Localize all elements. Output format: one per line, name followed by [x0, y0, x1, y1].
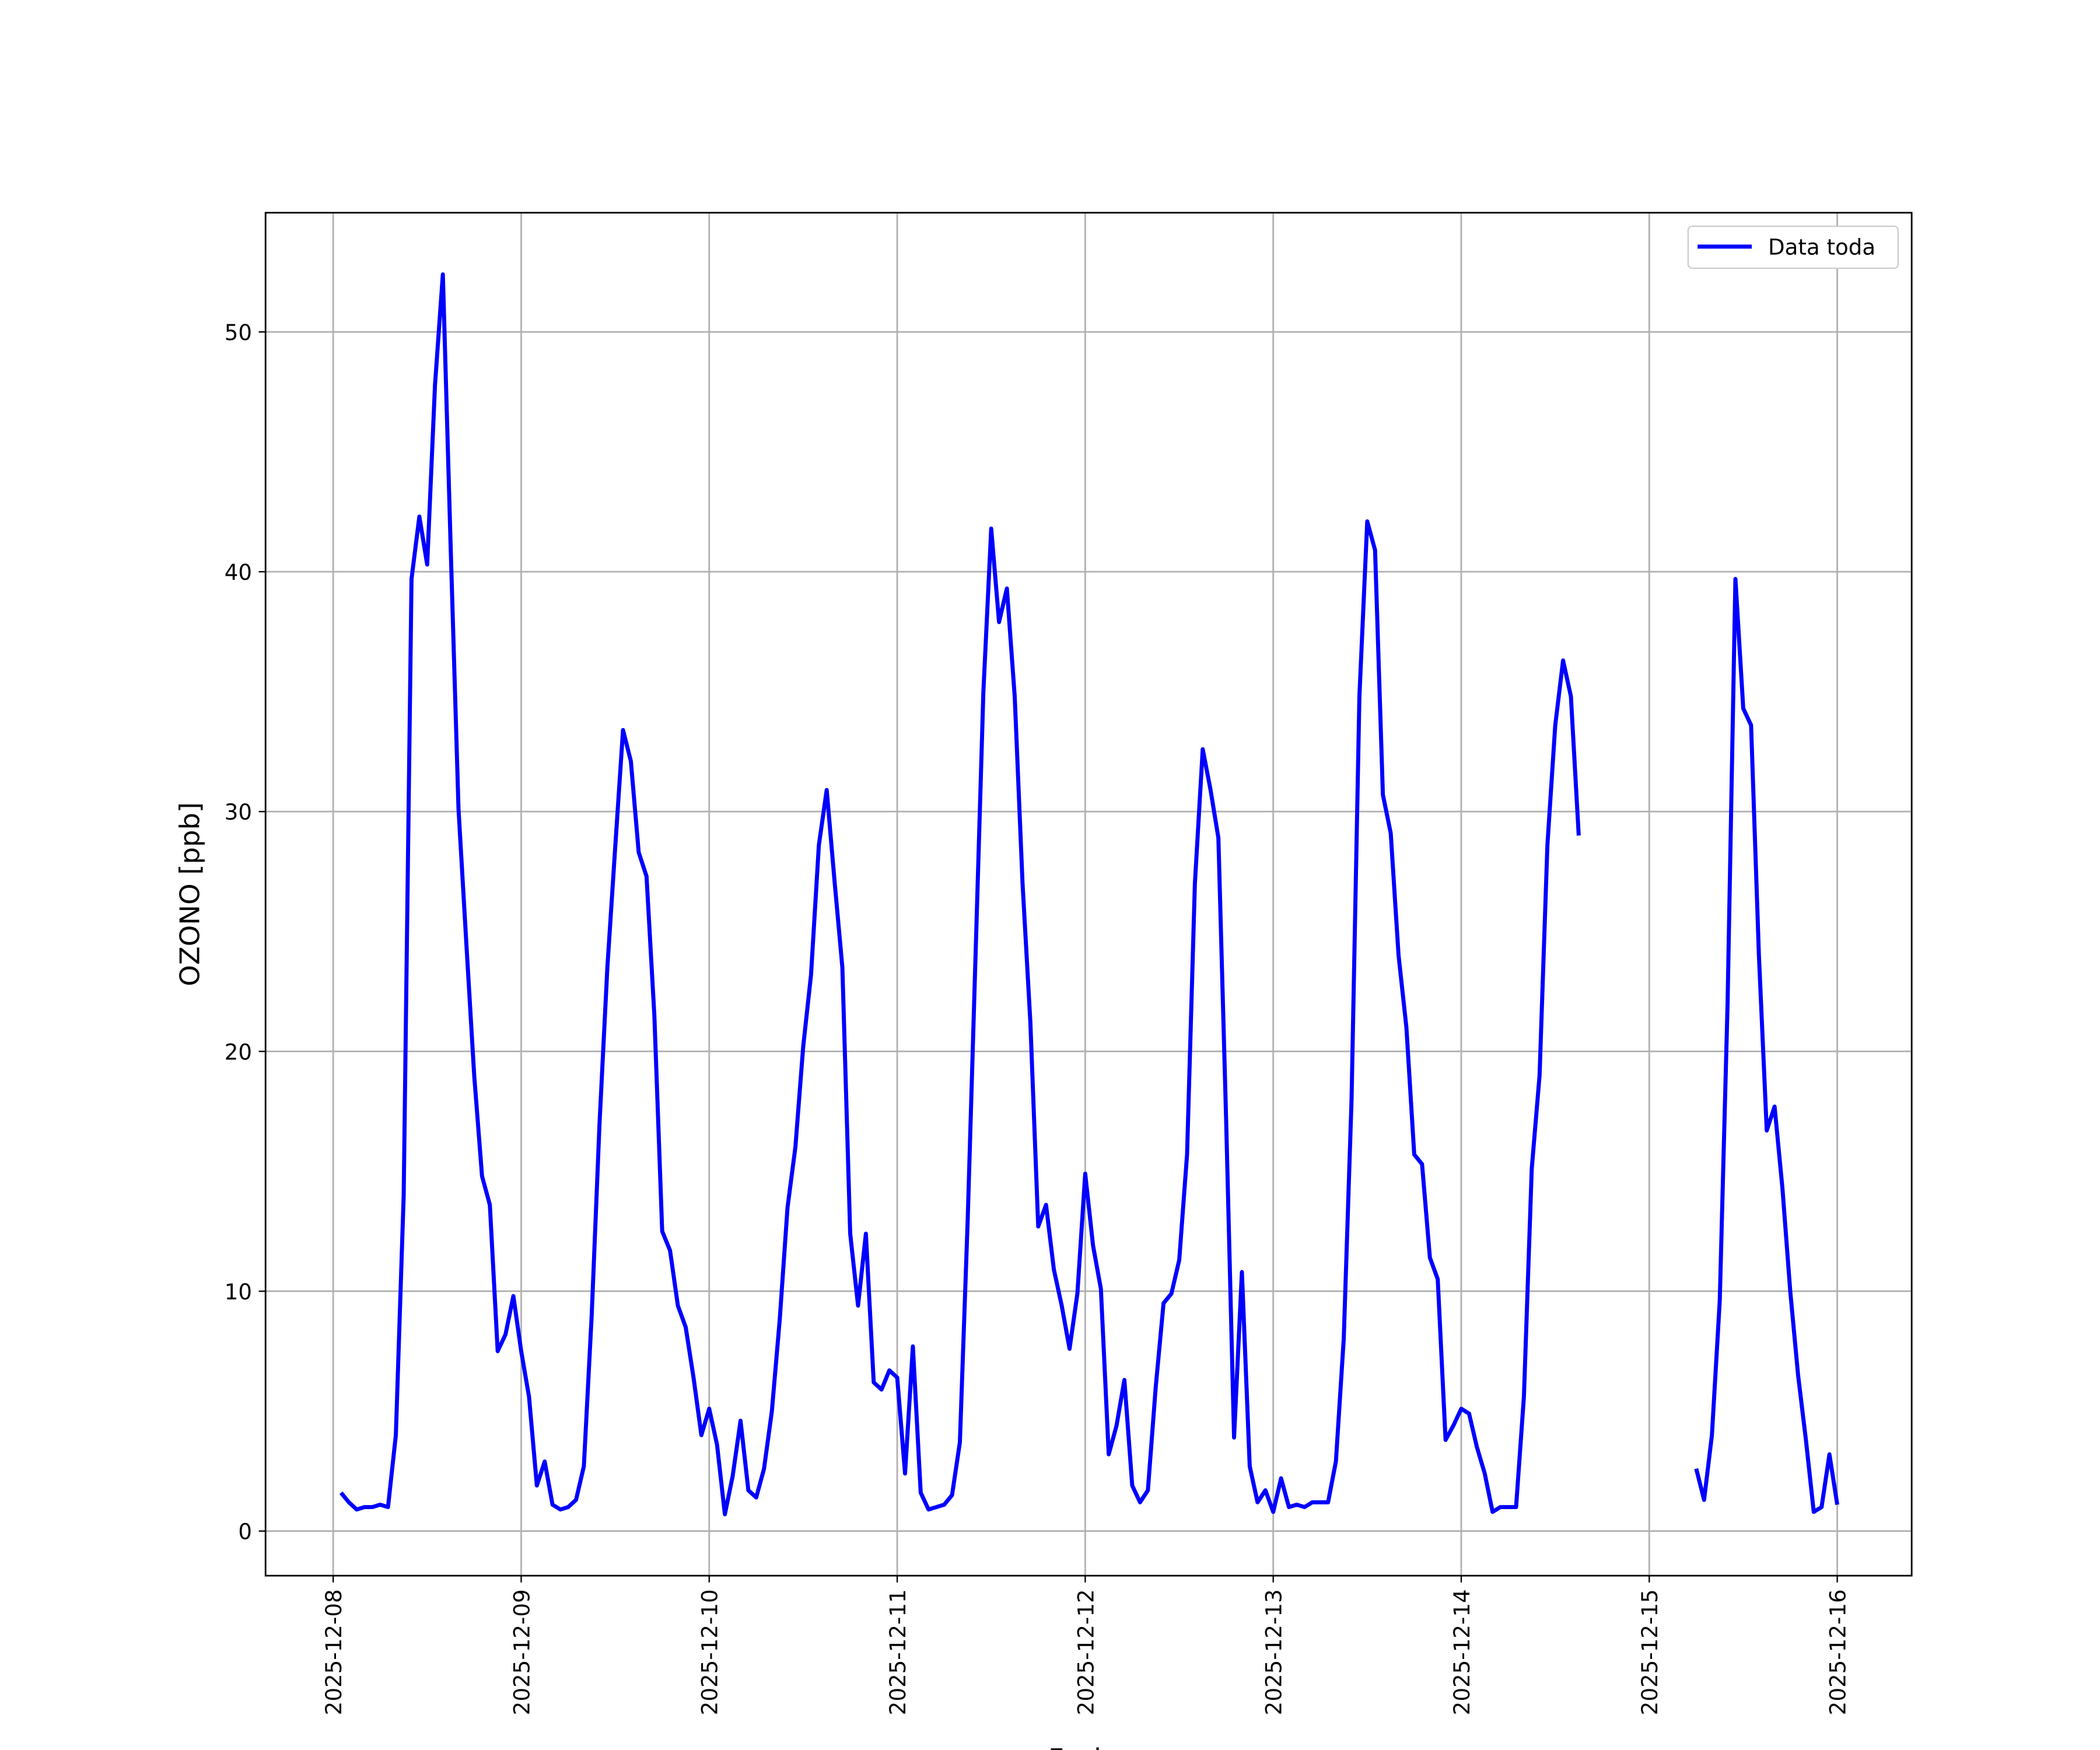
x-tick-label: 2025-12-12 [1073, 1589, 1098, 1715]
legend-label: Data toda [1768, 235, 1875, 260]
axes-frame [264, 212, 1913, 1577]
x-tick-label: 2025-12-09 [509, 1589, 534, 1715]
x-tick-label: 2025-12-15 [1637, 1589, 1662, 1715]
x-axis-label: Fecha [1048, 1743, 1128, 1750]
y-tick-label: 40 [225, 560, 252, 585]
x-tick-label: 2025-12-16 [1826, 1589, 1851, 1715]
x-tick-label: 2025-12-11 [886, 1589, 911, 1715]
x-tick-label: 2025-12-13 [1262, 1589, 1287, 1715]
y-tick-label: 20 [225, 1040, 252, 1065]
data-line [339, 272, 1840, 1517]
y-tick-label: 50 [225, 320, 252, 345]
x-tick-label: 2025-12-08 [321, 1589, 346, 1715]
legend-box [1687, 225, 1899, 270]
y-tick-label: 0 [238, 1520, 252, 1545]
y-axis-label: OZONO [ppb] [174, 802, 205, 986]
y-tick-label: 10 [225, 1279, 252, 1304]
x-tick-label: 2025-12-10 [698, 1589, 723, 1715]
x-tick-label: 2025-12-14 [1450, 1589, 1475, 1715]
y-tick-label: 30 [225, 800, 252, 825]
